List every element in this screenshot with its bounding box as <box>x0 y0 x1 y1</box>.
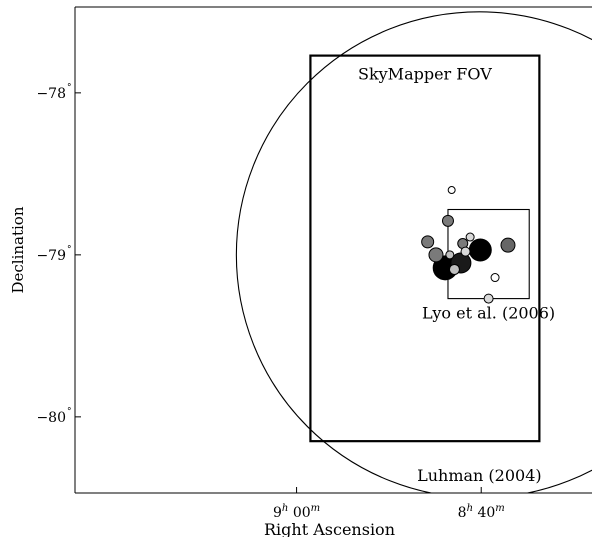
data-points <box>421 186 516 304</box>
region-label-luhman: Luhman (2004) <box>417 466 542 485</box>
x-tick-label: 9h 00m <box>273 503 320 521</box>
region-label-lyo: Lyo et al. (2006) <box>422 304 555 323</box>
data-point <box>445 250 455 260</box>
axes <box>74 6 592 494</box>
survey-regions <box>235 11 592 493</box>
data-point <box>490 273 500 283</box>
y-tick-label: −78 <box>36 86 66 102</box>
data-point <box>441 214 454 227</box>
plot-area <box>235 11 592 493</box>
region-labels: Luhman (2004) SkyMapper FOV Lyo et al. (20… <box>358 65 555 485</box>
data-point <box>460 246 471 257</box>
data-point <box>448 263 460 275</box>
y-tick-label: −79 <box>36 248 66 264</box>
region-luhman-circle <box>235 11 592 493</box>
y-tick-label: −80 <box>36 410 66 426</box>
data-point <box>447 186 456 195</box>
y-tick-degree: ° <box>67 407 72 417</box>
region-skymapper-rect <box>309 54 541 443</box>
data-point <box>483 293 494 304</box>
data-point <box>421 235 435 249</box>
data-point <box>465 232 475 242</box>
y-tick-degree: ° <box>67 83 72 93</box>
data-point <box>468 238 492 262</box>
data-point <box>500 237 516 253</box>
x-axis-label: Right Ascension <box>264 520 395 537</box>
data-point <box>428 247 444 263</box>
y-axis-label: Declination <box>9 206 27 293</box>
region-label-skymapper: SkyMapper FOV <box>358 65 492 84</box>
x-tick-label: 8h 40m <box>458 503 505 521</box>
y-tick-degree: ° <box>67 245 72 255</box>
